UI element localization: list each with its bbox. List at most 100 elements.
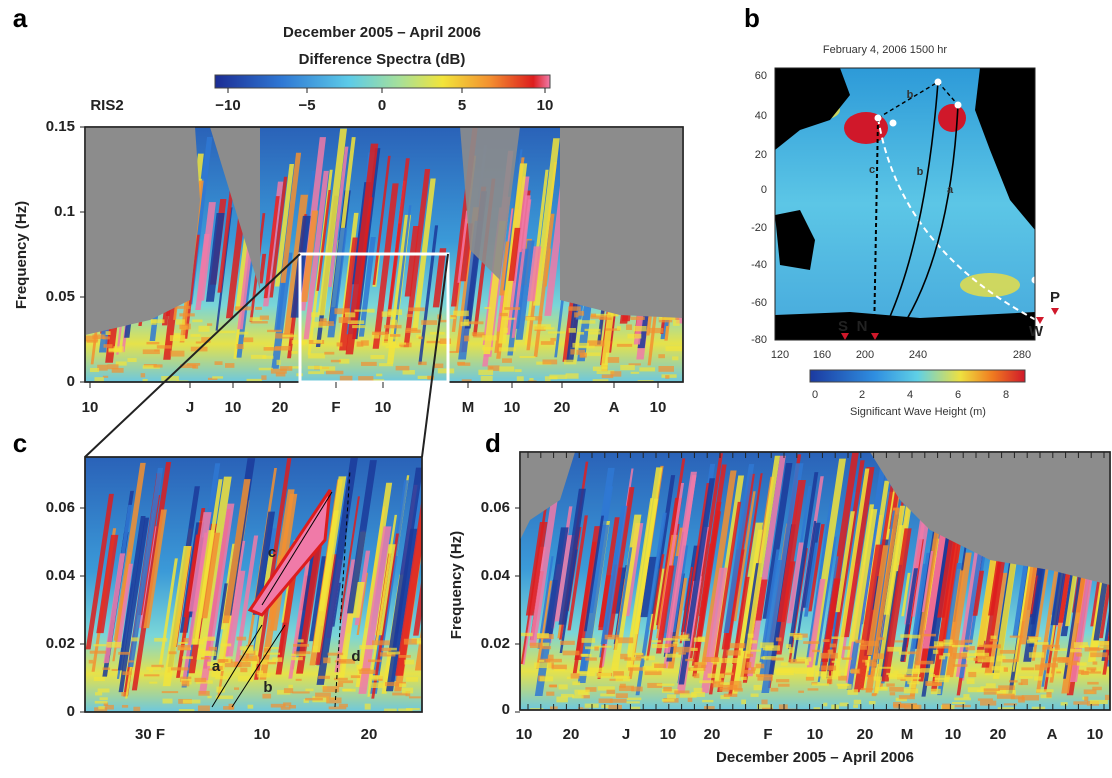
noise <box>648 327 664 334</box>
noise <box>359 645 377 650</box>
noise <box>178 641 188 645</box>
noise <box>376 373 383 377</box>
noise <box>693 673 700 679</box>
noise <box>319 318 327 323</box>
x-tick-label: 10 <box>225 399 242 416</box>
noise <box>747 633 754 638</box>
noise <box>371 332 380 339</box>
noise <box>202 636 216 641</box>
noise <box>658 365 674 372</box>
noise <box>690 668 704 671</box>
x-axis-title: December 2005 – April 2006 <box>716 749 914 766</box>
noise <box>337 683 344 687</box>
land <box>775 312 1035 340</box>
x-tick-label: 10 <box>82 399 99 416</box>
spectral-streak <box>728 576 750 696</box>
noise <box>541 645 552 650</box>
noise <box>408 307 425 312</box>
noise <box>680 638 690 641</box>
noise <box>729 643 746 649</box>
noise <box>421 320 438 325</box>
noise <box>1003 703 1017 706</box>
noise <box>762 707 773 710</box>
station <box>871 333 879 340</box>
noise <box>753 684 762 691</box>
spectral-streak <box>640 556 657 618</box>
noise <box>468 321 484 325</box>
noise <box>724 657 742 664</box>
path-label: b <box>263 679 272 696</box>
source <box>889 119 897 127</box>
spectral-streak <box>937 563 962 696</box>
noise <box>270 368 287 374</box>
noise <box>255 306 262 310</box>
y-tick-label: -60 <box>751 297 767 309</box>
y-tick-label: 0.02 <box>46 635 75 652</box>
noise <box>873 653 885 659</box>
noise <box>679 635 689 640</box>
noise <box>771 657 784 661</box>
noise <box>334 308 350 315</box>
noise <box>402 369 415 375</box>
spectral-streak <box>128 467 164 668</box>
noise <box>426 340 441 344</box>
noise <box>280 706 291 710</box>
y-tick-label: 60 <box>755 70 767 82</box>
noise <box>448 350 459 354</box>
spectral-streak <box>635 512 667 696</box>
spectral-streak <box>198 503 235 695</box>
noise <box>107 364 119 370</box>
noise <box>673 646 691 653</box>
noise <box>712 681 721 688</box>
noise <box>263 653 270 657</box>
x-tick-label: 20 <box>272 399 289 416</box>
noise <box>338 658 356 664</box>
noise <box>939 655 946 660</box>
noise <box>616 343 633 347</box>
noise <box>98 706 105 710</box>
noise <box>398 342 407 345</box>
path-label: b <box>917 166 924 178</box>
noise <box>89 367 100 373</box>
noise <box>93 676 105 682</box>
noise <box>570 673 580 679</box>
noise <box>105 331 111 335</box>
noise <box>236 344 244 349</box>
noise <box>220 643 232 647</box>
spectral-streak <box>584 515 605 632</box>
noise <box>977 655 986 660</box>
noise <box>133 706 141 712</box>
noise <box>250 321 268 324</box>
noise <box>1092 661 1098 665</box>
x-tick-label: 280 <box>1013 349 1031 361</box>
x-tick-label: M <box>901 726 914 743</box>
noise <box>97 364 108 371</box>
spectral-streak <box>367 514 398 697</box>
noise <box>318 321 334 326</box>
x-tick-label: 20 <box>990 726 1007 743</box>
noise <box>895 697 907 702</box>
noise <box>828 649 834 655</box>
noise <box>360 340 369 346</box>
noise <box>838 675 847 681</box>
noise <box>613 671 624 677</box>
noise <box>1009 635 1024 638</box>
noise <box>208 646 218 651</box>
noise <box>249 317 263 322</box>
noise <box>405 691 411 697</box>
path <box>1034 280 1035 289</box>
path-label: b <box>907 89 914 101</box>
noise <box>755 674 773 677</box>
land <box>975 68 1035 230</box>
noise <box>150 319 165 324</box>
noise <box>305 688 314 692</box>
noise <box>358 668 371 671</box>
noise <box>529 377 534 382</box>
noise <box>234 661 251 667</box>
y-tick-label: 0.15 <box>46 118 75 135</box>
noise <box>382 340 397 346</box>
spectral-streak <box>112 551 131 662</box>
noise <box>1104 694 1110 701</box>
spectral-streak <box>787 472 819 650</box>
colorbar-tick-label: 6 <box>955 389 961 401</box>
